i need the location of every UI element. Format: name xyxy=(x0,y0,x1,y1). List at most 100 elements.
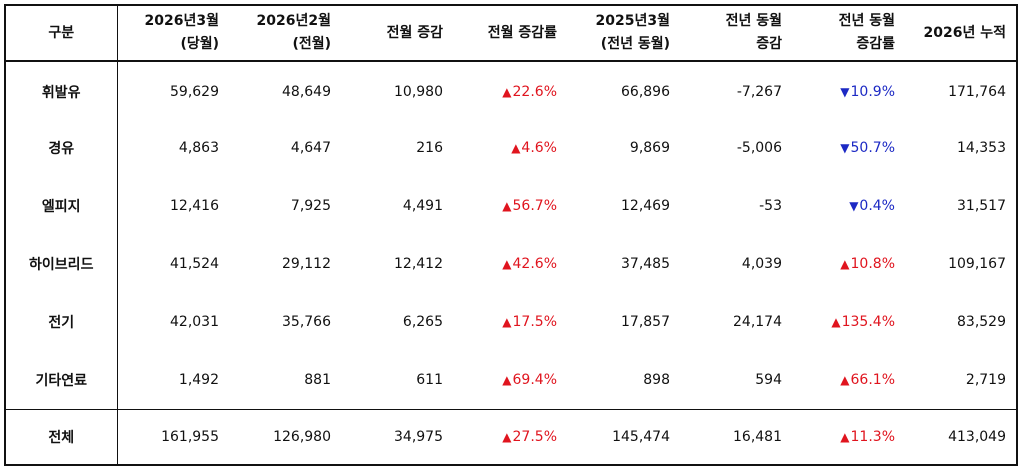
mom-diff-cell: 34,975 xyxy=(341,408,453,466)
current-month-cell: 161,955 xyxy=(117,408,229,466)
yoy-rate-cell: ▼0.4% xyxy=(792,177,905,235)
mom-rate-cell: ▲17.5% xyxy=(453,293,567,351)
rate-value: 56.7% xyxy=(512,198,557,214)
table-row: 경유 4,863 4,647 216 ▲4.6% 9,869 -5,006 ▼50.7% 14,… xyxy=(4,119,1018,177)
yoy-rate-cell: ▲66.1% xyxy=(792,351,905,409)
header-last-year-month: 2025년3월 (전년 동월) xyxy=(567,4,680,62)
header-yoy-diff: 전년 동월 증감 xyxy=(680,4,792,62)
mom-rate-cell: ▲56.7% xyxy=(453,177,567,235)
fuel-type-cell: 전기 xyxy=(4,293,118,351)
header-previous-month: 2026년2월 (전월) xyxy=(229,4,341,62)
mom-diff-cell: 12,412 xyxy=(394,256,443,272)
current-month-cell: 42,031 xyxy=(170,314,219,330)
mom-rate-cell: ▲22.6% xyxy=(453,61,567,119)
current-month-cell: 41,524 xyxy=(170,256,219,272)
rate-value: 22.6% xyxy=(512,83,557,100)
rate-value: 69.4% xyxy=(512,371,557,388)
table-row: 기타연료 1,492 881 611 ▲69.4% 898 594 ▲66.1% 2,719 xyxy=(4,351,1018,409)
yoy-rate-cell: ▼10.9% xyxy=(792,61,905,119)
rate-value: 4.6% xyxy=(521,140,557,156)
header-mom-rate: 전월 증감률 xyxy=(453,4,567,62)
current-month-cell: 4,863 xyxy=(178,140,219,156)
up-arrow-icon: ▲ xyxy=(502,429,512,444)
rate-value: 11.3% xyxy=(850,428,895,445)
yoy-diff-cell: 594 xyxy=(755,371,782,388)
mom-diff-cell: 4,491 xyxy=(402,198,443,214)
mom-rate-cell: ▲27.5% xyxy=(453,408,567,466)
mom-diff-cell: 216 xyxy=(416,140,443,156)
down-arrow-icon: ▼ xyxy=(840,141,850,155)
up-arrow-icon: ▲ xyxy=(831,315,841,329)
yoy-rate-cell: ▲11.3% xyxy=(792,408,905,466)
current-month-cell: 1,492 xyxy=(178,371,219,388)
yoy-diff-cell: 24,174 xyxy=(733,314,782,330)
current-month-cell: 59,629 xyxy=(170,83,219,100)
mom-diff-cell: 611 xyxy=(416,371,443,388)
fuel-type-cell: 하이브리드 xyxy=(4,235,118,293)
yoy-rate-cell: ▼50.7% xyxy=(792,119,905,177)
down-arrow-icon: ▼ xyxy=(840,84,850,99)
yoy-diff-cell: 4,039 xyxy=(741,256,782,272)
last-year-month-cell: 17,857 xyxy=(621,314,670,330)
previous-month-cell: 126,980 xyxy=(229,408,341,466)
up-arrow-icon: ▲ xyxy=(502,372,512,387)
up-arrow-icon: ▲ xyxy=(502,315,512,329)
last-year-month-cell: 9,869 xyxy=(629,140,670,156)
ytd-cell: 2,719 xyxy=(905,351,1018,409)
rate-value: 10.8% xyxy=(850,256,895,272)
last-year-month-cell: 66,896 xyxy=(621,83,670,100)
rate-value: 66.1% xyxy=(850,371,895,388)
table-row: 하이브리드 41,524 29,112 12,412 ▲42.6% 37,485 4,039… xyxy=(4,235,1018,293)
fuel-type-cell: 경유 xyxy=(4,119,118,177)
previous-month-cell: 29,112 xyxy=(282,256,331,272)
yoy-diff-cell: 16,481 xyxy=(680,408,792,466)
ytd-cell: 109,167 xyxy=(905,235,1018,293)
ytd-cell: 31,517 xyxy=(905,177,1018,235)
header-row: 구분 2026년3월 (당월) 2026년2월 (전월) 전월 증감 전월 증감률 … xyxy=(4,4,1018,62)
current-month-cell: 12,416 xyxy=(170,198,219,214)
mom-diff-cell: 6,265 xyxy=(402,314,443,330)
previous-month-cell: 881 xyxy=(304,371,331,388)
up-arrow-icon: ▲ xyxy=(840,372,850,387)
up-arrow-icon: ▲ xyxy=(840,257,850,271)
yoy-rate-cell: ▲10.8% xyxy=(792,235,905,293)
ytd-cell: 14,353 xyxy=(905,119,1018,177)
rate-value: 27.5% xyxy=(512,428,557,445)
fuel-type-cell: 휘발유 xyxy=(4,61,118,119)
yoy-rate-cell: ▲135.4% xyxy=(792,293,905,351)
up-arrow-icon: ▲ xyxy=(502,199,512,213)
header-ytd: 2026년 누적 xyxy=(905,4,1018,62)
last-year-month-cell: 37,485 xyxy=(621,256,670,272)
table-row: 엘피지 12,416 7,925 4,491 ▲56.7% 12,469 -53 ▼0.4% 3… xyxy=(4,177,1018,235)
last-year-month-cell: 145,474 xyxy=(567,408,680,466)
total-row: 전체 161,955 126,980 34,975 ▲27.5% 145,474 16,48… xyxy=(4,408,1018,466)
mom-rate-cell: ▲4.6% xyxy=(453,119,567,177)
header-mom-diff: 전월 증감 xyxy=(341,4,453,62)
rate-value: 10.9% xyxy=(850,83,895,100)
up-arrow-icon: ▲ xyxy=(511,141,521,155)
last-year-month-cell: 898 xyxy=(643,371,670,388)
ytd-cell: 83,529 xyxy=(905,293,1018,351)
fuel-type-cell: 전체 xyxy=(4,408,118,466)
mom-rate-cell: ▲42.6% xyxy=(453,235,567,293)
rate-value: 17.5% xyxy=(512,314,557,330)
header-yoy-rate: 전년 동월 증감률 xyxy=(792,4,905,62)
header-category: 구분 xyxy=(4,4,118,62)
rate-value: 0.4% xyxy=(859,198,895,214)
previous-month-cell: 48,649 xyxy=(282,83,331,100)
ytd-cell: 171,764 xyxy=(905,61,1018,119)
up-arrow-icon: ▲ xyxy=(502,257,512,271)
rate-value: 135.4% xyxy=(841,314,895,330)
up-arrow-icon: ▲ xyxy=(502,84,512,99)
header-current-month: 2026년3월 (당월) xyxy=(117,4,229,62)
yoy-diff-cell: -53 xyxy=(759,198,782,214)
ytd-cell: 413,049 xyxy=(905,408,1018,466)
rate-value: 42.6% xyxy=(512,256,557,272)
previous-month-cell: 7,925 xyxy=(290,198,331,214)
last-year-month-cell: 12,469 xyxy=(621,198,670,214)
table-body: 휘발유 59,629 48,649 10,980 ▲22.6% 66,896 -7,267 ▼… xyxy=(4,61,1018,466)
fuel-type-cell: 엘피지 xyxy=(4,177,118,235)
down-arrow-icon: ▼ xyxy=(849,199,859,213)
vehicle-registration-table: 구분 2026년3월 (당월) 2026년2월 (전월) 전월 증감 전월 증감률 … xyxy=(4,4,1018,466)
